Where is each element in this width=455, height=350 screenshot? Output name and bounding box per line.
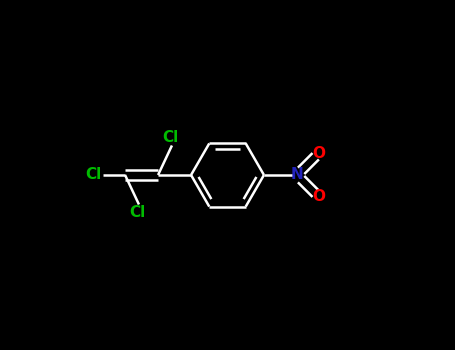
Text: O: O xyxy=(312,189,325,204)
Text: N: N xyxy=(291,168,303,182)
Text: Cl: Cl xyxy=(86,168,102,182)
Text: Cl: Cl xyxy=(129,205,145,220)
Text: Cl: Cl xyxy=(162,130,178,145)
Text: O: O xyxy=(312,146,325,161)
